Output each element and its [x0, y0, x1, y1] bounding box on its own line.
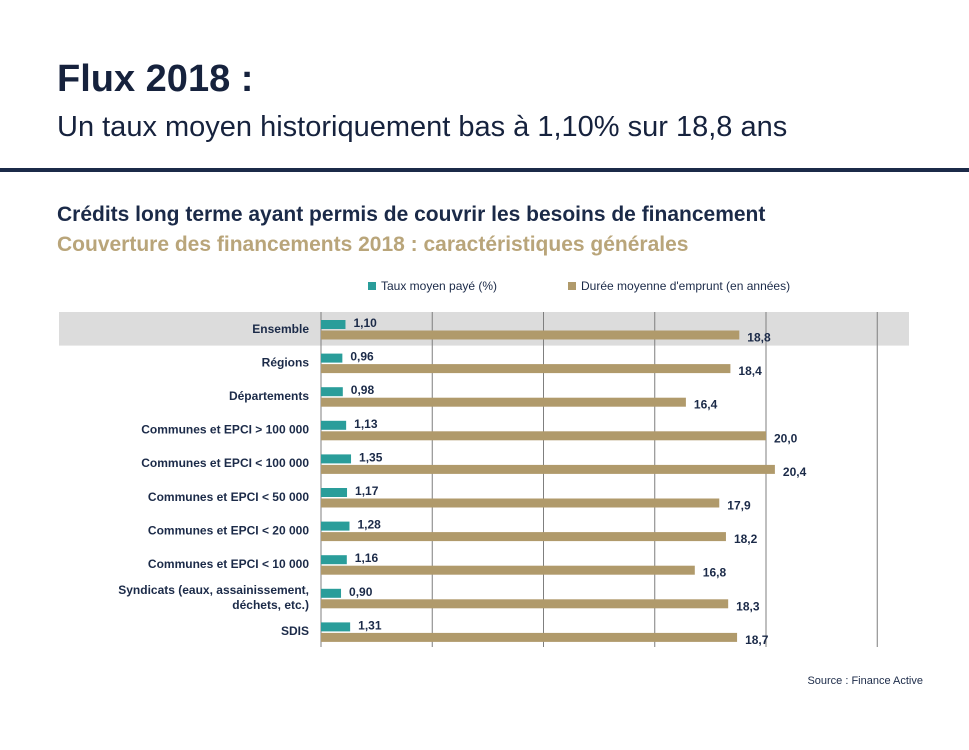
category-label: Régions — [262, 355, 310, 369]
category-label: Départements — [229, 389, 309, 403]
bar-taux — [321, 521, 350, 531]
legend-swatch-taux — [368, 282, 376, 290]
bar-duree — [321, 565, 695, 575]
data-label-duree: 20,0 — [774, 431, 798, 445]
bar-duree — [321, 498, 720, 508]
category-label: Ensemble — [252, 322, 309, 336]
data-label-duree: 18,2 — [734, 532, 758, 546]
bar-taux — [321, 488, 348, 497]
category-label: SDIS — [281, 624, 309, 638]
data-label-duree: 17,9 — [727, 499, 751, 513]
bar-taux — [321, 387, 343, 397]
bar-duree — [321, 431, 766, 441]
bar-duree — [321, 599, 729, 609]
source-note: Source : Finance Active — [807, 675, 923, 687]
slide-title: Flux 2018 : — [57, 58, 254, 100]
legend-swatch-duree — [568, 282, 576, 290]
data-label-duree: 18,3 — [736, 599, 760, 613]
data-label-duree: 16,4 — [694, 398, 718, 412]
data-label-taux: 1,31 — [358, 618, 382, 632]
data-label-duree: 18,8 — [747, 331, 771, 345]
chart-subheading: Couverture des financements 2018 : carac… — [57, 233, 689, 256]
data-label-taux: 1,16 — [355, 551, 379, 565]
data-label-taux: 0,98 — [351, 383, 375, 397]
highlight-band — [59, 312, 909, 346]
category-label: Communes et EPCI < 50 000 — [148, 490, 309, 504]
category-label: Syndicats (eaux, assainissement, déchets,… — [118, 583, 309, 612]
legend-label-duree: Durée moyenne d'emprunt (en années) — [581, 279, 791, 293]
data-label-taux: 0,96 — [350, 350, 374, 364]
category-label: Communes et EPCI < 20 000 — [148, 523, 309, 537]
chart-heading: Crédits long terme ayant permis de couvr… — [57, 203, 766, 226]
data-label-taux: 0,90 — [349, 585, 373, 599]
bar-duree — [321, 532, 726, 542]
data-label-taux: 1,10 — [353, 316, 377, 330]
legend-item-duree: Durée moyenne d'emprunt (en années) — [568, 279, 790, 293]
data-label-duree: 18,4 — [738, 364, 762, 378]
bar-taux — [321, 320, 346, 329]
data-label-taux: 1,28 — [357, 518, 381, 532]
bar-duree — [321, 364, 731, 374]
category-label: Communes et EPCI > 100 000 — [141, 423, 309, 437]
data-label-taux: 1,17 — [355, 484, 379, 498]
bar-taux — [321, 555, 347, 565]
bar-duree — [321, 330, 740, 340]
data-label-taux: 1,13 — [354, 417, 378, 431]
category-label: Communes et EPCI < 10 000 — [148, 557, 309, 571]
legend-label-taux: Taux moyen payé (%) — [381, 279, 498, 293]
bar-taux — [321, 353, 343, 363]
slide-subtitle: Un taux moyen historiquement bas à 1,10%… — [57, 111, 788, 143]
bar-taux — [321, 588, 342, 598]
bar-duree — [321, 632, 738, 642]
data-label-taux: 1,35 — [359, 450, 383, 464]
bar-taux — [321, 420, 347, 430]
category-label: Communes et EPCI < 100 000 — [141, 456, 309, 470]
title-divider — [0, 168, 969, 172]
data-label-duree: 16,8 — [703, 566, 727, 580]
bar-taux — [321, 454, 352, 464]
legend-item-taux: Taux moyen payé (%) — [368, 279, 497, 293]
bar-duree — [321, 397, 686, 407]
bar-taux — [321, 622, 351, 632]
bar-duree — [321, 464, 775, 474]
data-label-duree: 18,7 — [745, 633, 769, 647]
data-label-duree: 20,4 — [783, 465, 807, 479]
